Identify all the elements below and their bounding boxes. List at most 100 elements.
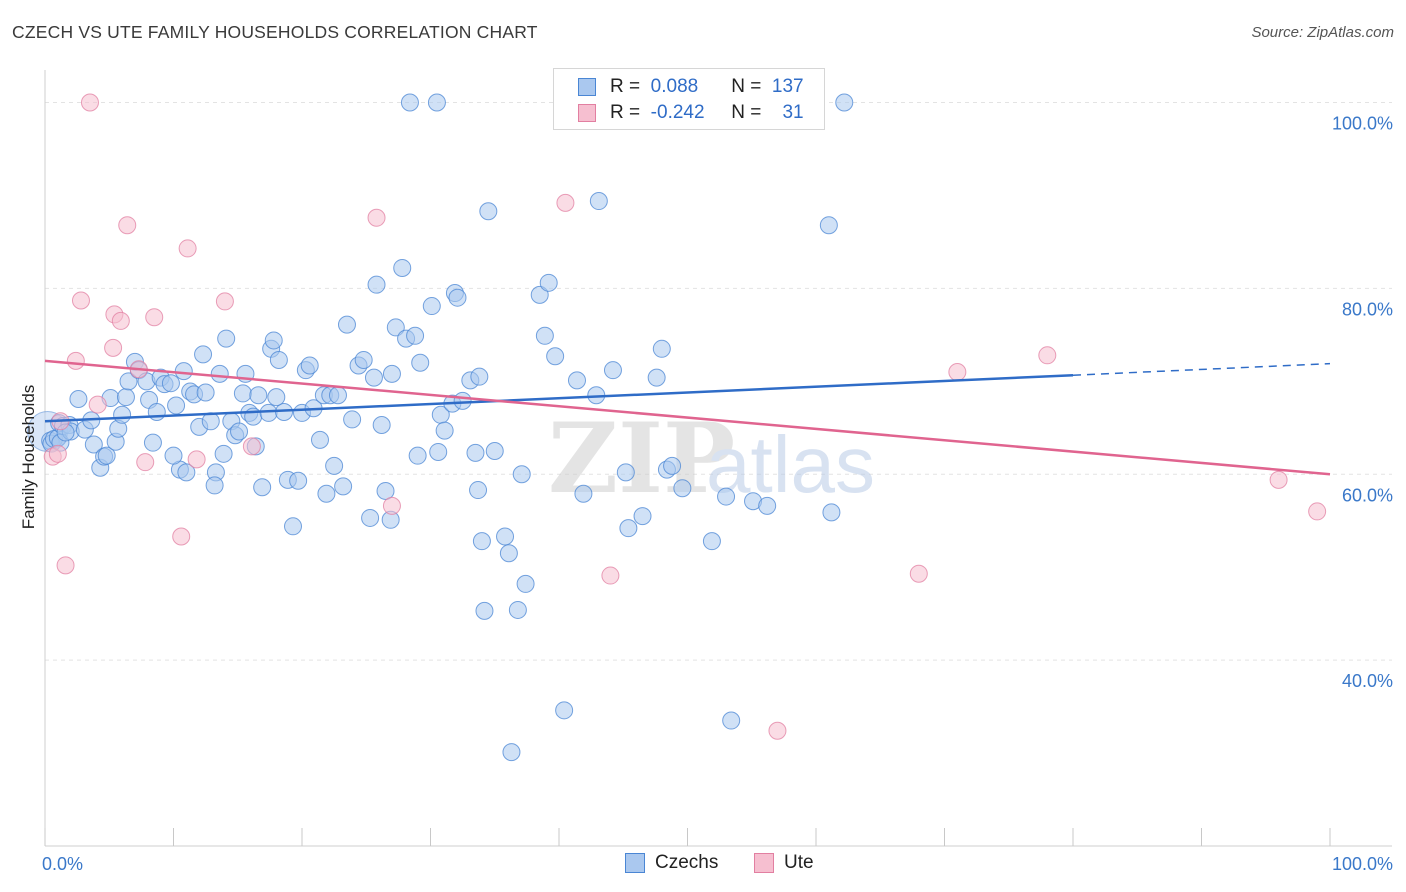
ute-swatch xyxy=(578,104,596,122)
ute-points xyxy=(43,93,1327,740)
czechs-point xyxy=(196,383,215,402)
ute-point xyxy=(948,363,967,382)
czechs-point xyxy=(161,374,180,393)
czechs-point xyxy=(472,532,491,551)
czechs-point xyxy=(466,443,485,462)
chart-title: CZECH VS UTE FAMILY HOUSEHOLDS CORRELATI… xyxy=(12,22,538,42)
legend-item-ute[interactable]: Ute xyxy=(754,852,814,874)
czechs-point xyxy=(325,456,344,475)
czechs-point xyxy=(376,481,395,500)
czechs-legend-swatch xyxy=(625,853,645,873)
legend-n-value: 31 xyxy=(782,102,804,123)
czechs-point xyxy=(194,345,213,364)
czechs-point xyxy=(269,350,288,369)
czechs-point xyxy=(502,743,521,762)
czechs-point xyxy=(496,527,515,546)
czechs-point xyxy=(717,487,736,506)
legend-item-czechs[interactable]: Czechs xyxy=(625,852,718,874)
y-tick-label: 80.0% xyxy=(1342,299,1393,319)
czechs-point xyxy=(411,353,430,372)
czechs-point xyxy=(97,446,116,465)
czechs-point xyxy=(469,481,488,500)
czechs-point xyxy=(406,326,425,345)
czechs-point xyxy=(167,396,186,415)
czechs-point xyxy=(673,479,692,498)
y-tick-label: 40.0% xyxy=(1342,671,1393,691)
czechs-point xyxy=(289,471,308,490)
czechs-point xyxy=(113,405,132,424)
czechs-point xyxy=(259,403,278,422)
ute-point xyxy=(768,721,787,740)
czechs-point xyxy=(758,496,777,515)
ute-point xyxy=(382,496,401,515)
czechs-point xyxy=(367,275,386,294)
legend-r-label: R = xyxy=(610,76,641,97)
trend-lines xyxy=(44,359,1331,476)
czechs-legend-label: Czechs xyxy=(655,852,719,873)
ute-point xyxy=(1308,502,1327,521)
czechs-point xyxy=(422,297,441,316)
czechs-point xyxy=(343,410,362,429)
czechs-point xyxy=(435,421,454,440)
ute-point xyxy=(80,93,99,112)
ute-point xyxy=(145,308,164,327)
czechs-point xyxy=(819,216,838,235)
czechs-point xyxy=(147,402,166,421)
ute-point xyxy=(172,527,191,546)
ute-point xyxy=(178,239,197,258)
czechs-points xyxy=(27,93,854,762)
czechs-point xyxy=(835,93,854,112)
czechs-point xyxy=(589,192,608,211)
czechs-point xyxy=(393,258,412,277)
czechs-point xyxy=(479,202,498,221)
legend-r-value: 0.088 xyxy=(650,76,699,97)
y-axis-label: Family Households xyxy=(19,385,38,530)
czechs-point xyxy=(400,93,419,112)
czechs-swatch xyxy=(578,78,596,96)
czechs-point xyxy=(386,318,405,337)
czechs-trend-extension xyxy=(1072,362,1331,376)
czechs-point xyxy=(233,384,252,403)
czechs-point xyxy=(619,519,638,538)
czechs-point xyxy=(174,362,193,381)
czechs-point xyxy=(164,446,183,465)
czechs-point xyxy=(512,465,531,484)
czechs-point xyxy=(475,601,494,620)
legend-n-label: N = xyxy=(731,102,762,123)
czechs-point xyxy=(337,315,356,334)
legend-r-value: -0.242 xyxy=(650,102,705,123)
czechs-point xyxy=(214,444,233,463)
ute-point xyxy=(104,338,123,357)
czechs-point xyxy=(555,701,574,720)
czechs-point xyxy=(516,574,535,593)
ute-point xyxy=(242,437,261,456)
czechs-point xyxy=(429,442,448,461)
czechs-point xyxy=(722,711,741,730)
czechs-point xyxy=(143,433,162,452)
ute-point xyxy=(367,208,386,227)
czechs-point xyxy=(372,416,391,435)
czechs-point xyxy=(567,371,586,390)
ute-point xyxy=(556,193,575,212)
legend-row-czechs: R = 0.088 N = 137 xyxy=(578,75,804,99)
czechs-point xyxy=(702,532,721,551)
y-tick-label: 60.0% xyxy=(1342,485,1393,505)
ute-legend-label: Ute xyxy=(784,852,814,873)
ute-legend-swatch xyxy=(754,853,774,873)
ute-point xyxy=(601,566,620,585)
ute-point xyxy=(136,453,155,472)
y-tick-label: 100.0% xyxy=(1332,114,1393,134)
czechs-point xyxy=(663,456,682,475)
czechs-point xyxy=(574,484,593,503)
czechs-point xyxy=(217,329,236,348)
czechs-point xyxy=(535,326,554,345)
czechs-point xyxy=(448,288,467,307)
czechs-point xyxy=(647,368,666,387)
czechs-point xyxy=(633,507,652,526)
czechs-point xyxy=(205,476,224,495)
czechs-point xyxy=(119,372,138,391)
ute-point xyxy=(111,311,130,330)
ute-point xyxy=(118,216,137,235)
czechs-point xyxy=(652,339,671,358)
